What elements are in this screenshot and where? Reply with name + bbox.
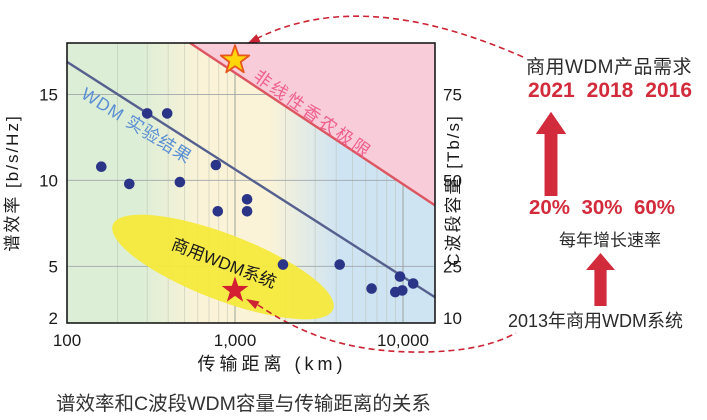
svg-text:谱效率 [b/s/Hz]: 谱效率 [b/s/Hz] [3,114,22,251]
svg-text:25: 25 [443,257,462,276]
svg-text:10,000: 10,000 [377,331,429,350]
rate-20: 20% [529,196,571,219]
svg-text:5: 5 [49,257,58,276]
growth-rates: 20% 30% 60% [529,196,675,220]
figure-caption: 谱效率和C波段WDM容量与传输距离的关系 [56,393,431,415]
svg-text:10: 10 [39,171,58,190]
svg-text:10: 10 [443,309,462,328]
year-2021: 2021 [528,79,575,102]
growth-rate-label: 每年增长速率 [559,231,661,250]
svg-text:2: 2 [49,309,58,328]
svg-text:传输距离 (km): 传输距离 (km) [198,354,347,374]
svg-text:15: 15 [39,86,58,105]
demand-title: 商用WDM产品需求 [526,57,692,78]
year-2018: 2018 [586,79,634,102]
rate-30: 30% [581,196,623,219]
svg-text:C波段容量 [Tb/s]: C波段容量 [Tb/s] [444,114,463,266]
svg-text:50: 50 [443,171,462,190]
svg-text:75: 75 [443,86,462,105]
baseline-label: 2013年商用WDM系统 [508,311,684,331]
demand-years: 2021 2018 2016 [528,79,692,103]
svg-text:1,000: 1,000 [214,331,257,350]
year-2016: 2016 [645,79,692,102]
rate-60: 60% [633,196,675,219]
svg-text:100: 100 [53,331,81,350]
